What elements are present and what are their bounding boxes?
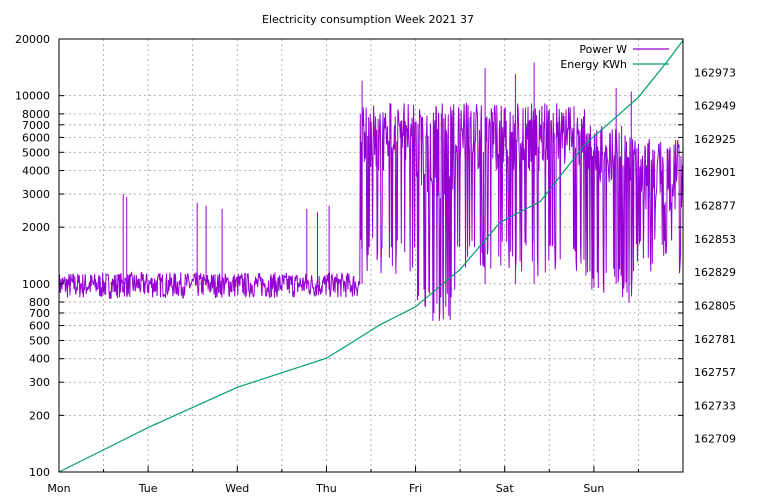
y-tick-label: 3000 (22, 188, 50, 201)
y-tick-label: 400 (29, 353, 50, 366)
y-tick-label: 300 (29, 376, 50, 389)
y-tick-label: 600 (29, 320, 50, 333)
x-tick-label: Sat (496, 482, 515, 495)
y2-tick-label: 162949 (694, 100, 736, 113)
y-tick-label: 1000 (22, 278, 50, 291)
y2-tick-label: 162781 (694, 333, 736, 346)
y2-tick-label: 162973 (694, 66, 736, 79)
y2-tick-label: 162901 (694, 166, 736, 179)
power-series-line (58, 102, 683, 321)
energy-series-line (58, 40, 684, 473)
x-tick-label: Thu (315, 482, 337, 495)
y-tick-label: 20000 (15, 33, 50, 46)
y2-tick-label: 162853 (694, 233, 736, 246)
chart-title: Electricity consumption Week 2021 37 (262, 13, 474, 26)
x-tick-label: Mon (47, 482, 70, 495)
y-tick-label: 2000 (22, 221, 50, 234)
y-tick-label: 7000 (22, 119, 50, 132)
y2-tick-label: 162733 (694, 399, 736, 412)
x-tick-label: Tue (138, 482, 158, 495)
x-tick-label: Wed (225, 482, 249, 495)
plot-area (58, 40, 684, 473)
y-tick-label: 500 (29, 334, 50, 347)
x-tick-label: Fri (409, 482, 422, 495)
y-tick-label: 200 (29, 409, 50, 422)
y-tick-label: 8000 (22, 108, 50, 121)
y2-tick-label: 162805 (694, 299, 736, 312)
y-tick-label: 100 (29, 466, 50, 479)
legend: Power W Energy KWh (560, 43, 669, 71)
y2-tick-label: 162757 (694, 366, 736, 379)
legend-label-energy: Energy KWh (560, 58, 627, 71)
y-tick-label: 6000 (22, 131, 50, 144)
y2-tick-label: 162877 (694, 200, 736, 213)
y2-tick-label: 162925 (694, 133, 736, 146)
y-tick-label: 800 (29, 296, 50, 309)
y-tick-label: 10000 (15, 90, 50, 103)
y-tick-label: 4000 (22, 165, 50, 178)
y-tick-label: 700 (29, 307, 50, 320)
x-tick-label: Sun (583, 482, 604, 495)
y2-tick-label: 162829 (694, 266, 736, 279)
y2-tick-label: 162709 (694, 433, 736, 446)
legend-label-power: Power W (579, 43, 627, 56)
y-tick-label: 5000 (22, 146, 50, 159)
